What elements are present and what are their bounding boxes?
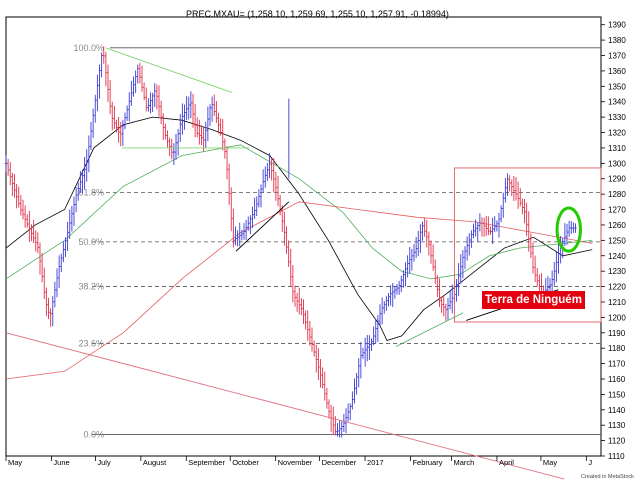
x-tick-label: October <box>232 458 259 467</box>
x-tick-label: July <box>97 458 111 467</box>
y-tick-label: 1160 <box>608 375 626 384</box>
moving-average-line <box>5 144 593 280</box>
y-tick-label: 1200 <box>608 313 626 322</box>
metastock-credit: Created in MetaStock <box>581 474 634 480</box>
moving-average-line <box>5 116 593 341</box>
y-tick-label: 1280 <box>608 190 626 199</box>
y-tick-label: 1130 <box>608 421 626 430</box>
highlight-rectangle <box>453 167 602 323</box>
trendlines <box>5 47 565 480</box>
y-tick-label: 1230 <box>608 267 626 276</box>
y-tick-label: 1140 <box>608 406 626 415</box>
x-tick-label: May <box>8 458 22 467</box>
x-tick-label: September <box>188 458 225 467</box>
y-tick-label: 1250 <box>608 236 626 245</box>
x-tick-label: May <box>543 458 557 467</box>
trendline <box>5 332 565 480</box>
y-tick-label: 1310 <box>608 144 626 153</box>
x-tick-label: December <box>322 458 357 467</box>
x-axis: May June July August September October Novembe… <box>5 456 592 467</box>
y-tick-label: 1290 <box>608 175 626 184</box>
y-tick-label: 1340 <box>608 98 626 107</box>
y-tick-label: 1150 <box>608 390 626 399</box>
y-tick-label: 1320 <box>608 129 626 138</box>
y-tick-label: 1260 <box>608 221 626 230</box>
x-tick-label: August <box>143 458 167 467</box>
y-tick-label: 1330 <box>608 113 626 122</box>
fib-label: 100.0% <box>73 43 104 53</box>
trendline <box>395 312 464 348</box>
y-tick-label: 1380 <box>608 36 626 45</box>
x-tick-label: June <box>53 458 69 467</box>
chart-title: PREC.MXAU= (1,258.10, 1,259.69, 1,255.10… <box>186 9 449 19</box>
fib-label: 23.6% <box>78 339 104 349</box>
price-bars <box>4 46 577 438</box>
y-tick-label: 1360 <box>608 67 626 76</box>
x-tick-label: April <box>499 458 514 467</box>
y-tick-label: 1240 <box>608 252 626 261</box>
y-tick-label: 1220 <box>608 283 626 292</box>
terra-de-ninguem-label: Terra de Ninguém <box>482 291 585 309</box>
fib-label: 0.0% <box>83 429 104 439</box>
trendline <box>105 47 232 93</box>
y-tick-label: 1180 <box>608 344 626 353</box>
y-tick-label: 1370 <box>608 52 626 61</box>
y-tick-label: 1210 <box>608 298 626 307</box>
y-tick-label: 1120 <box>608 437 626 446</box>
annotations <box>453 167 602 323</box>
x-tick-label: J <box>588 458 592 467</box>
fib-label: 61.8% <box>78 188 104 198</box>
y-tick-label: 1390 <box>608 21 626 30</box>
x-tick-label: November <box>278 458 313 467</box>
y-tick-label: 1350 <box>608 82 626 91</box>
x-tick-label: March <box>454 458 475 467</box>
y-tick-label: 1300 <box>608 159 626 168</box>
fib-label: 38.2% <box>78 282 104 292</box>
y-tick-label: 1110 <box>608 452 625 461</box>
highlight-ellipse <box>555 206 582 253</box>
x-tick-label: 2017 <box>367 458 384 467</box>
x-tick-label: February <box>412 458 442 467</box>
fibonacci-levels: 100.0% 61.8% 50.0% 38.2% 23.6% 0.0% <box>73 43 601 439</box>
y-axis: 1110 1120 1130 1140 1150 1160 1170 1180 1190 1200… <box>601 21 626 461</box>
fib-label: 50.0% <box>78 237 104 247</box>
y-tick-label: 1170 <box>608 360 626 369</box>
y-tick-label: 1270 <box>608 206 626 215</box>
trendline <box>235 201 290 252</box>
y-tick-label: 1190 <box>608 329 626 338</box>
